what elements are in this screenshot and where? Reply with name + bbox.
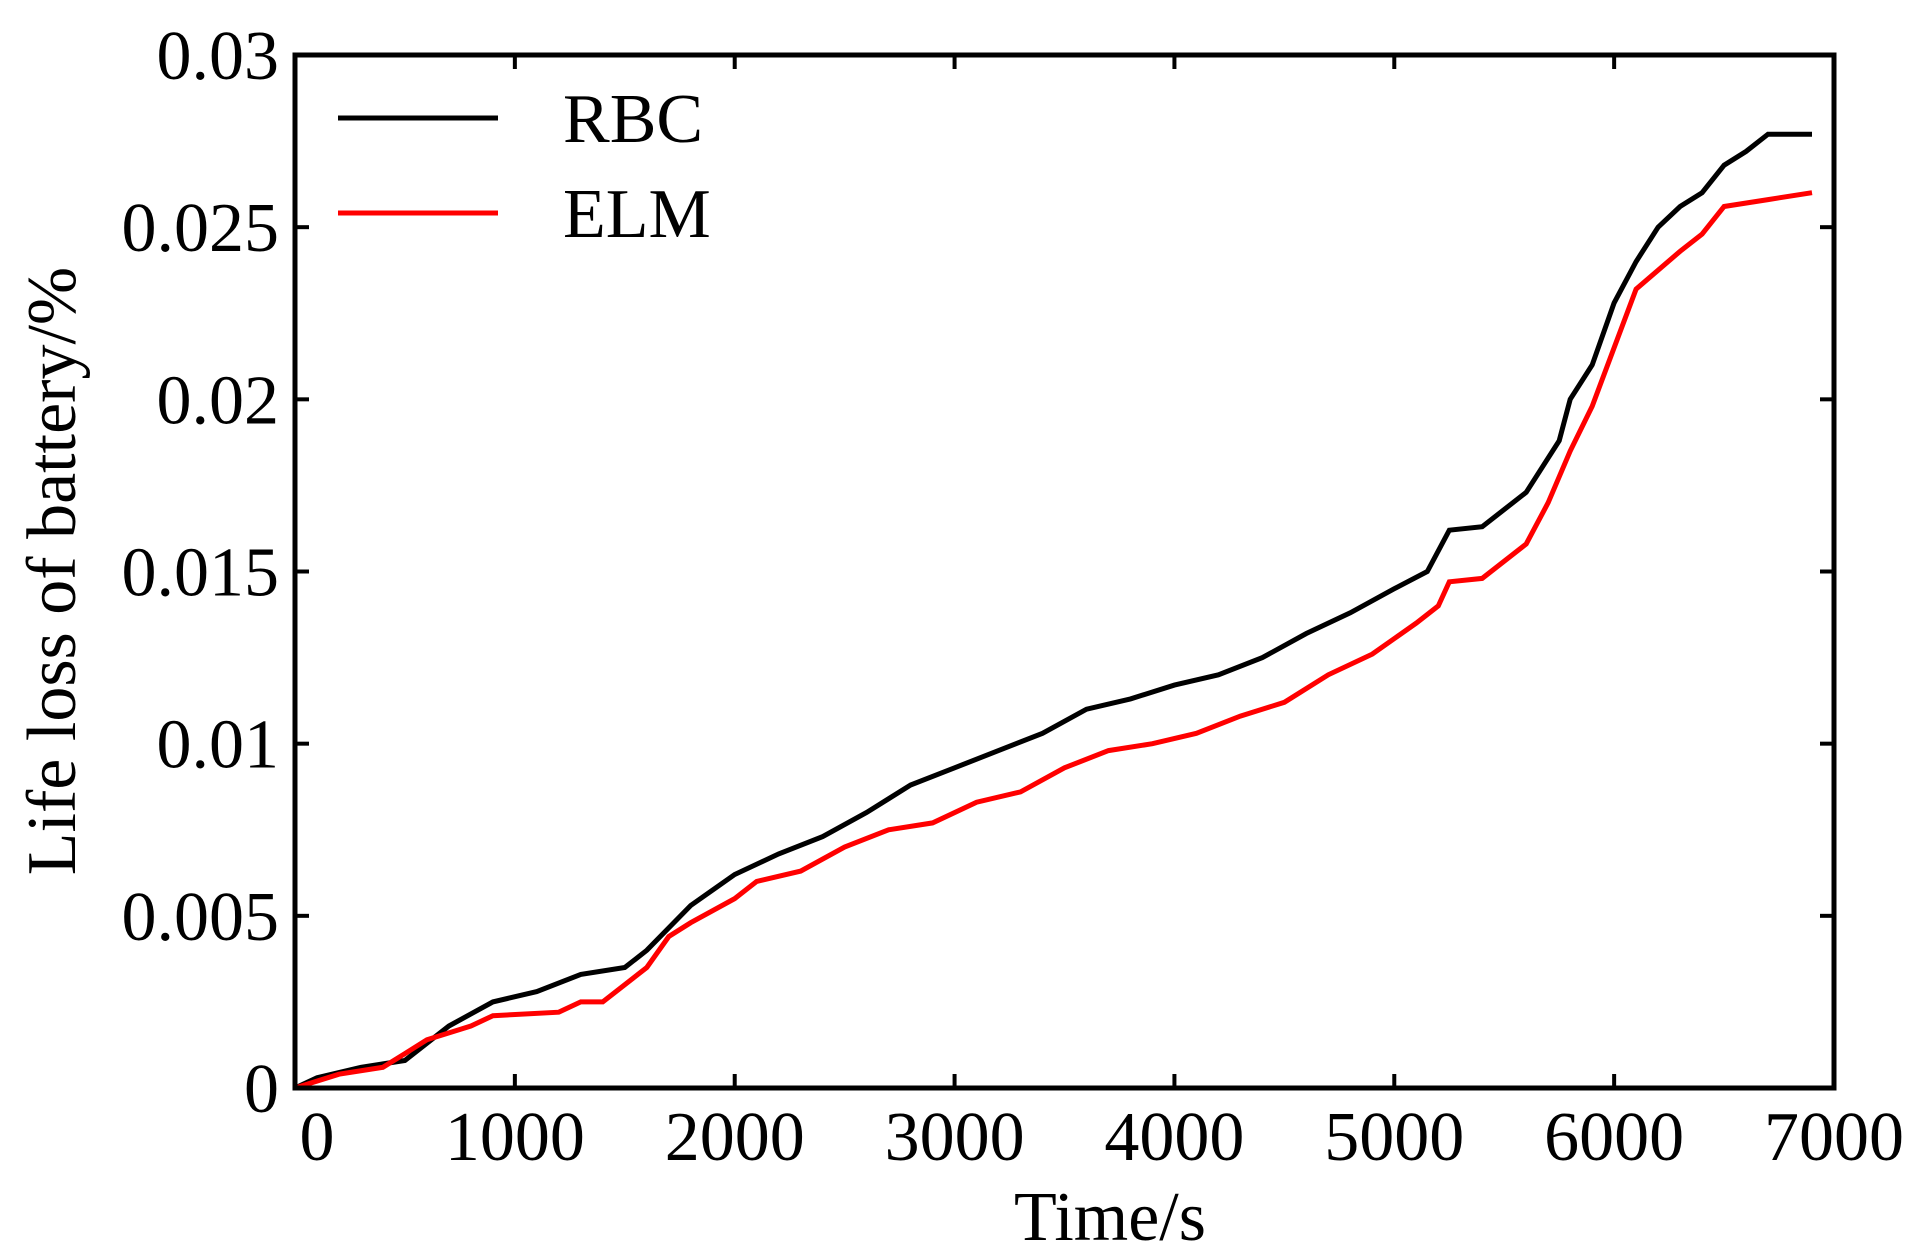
y-tick-label: 0 [244, 1051, 279, 1128]
x-tick-label: 4000 [1104, 1099, 1244, 1176]
y-axis-label: Life loss of battery/% [14, 267, 91, 875]
y-tick-label: 0.01 [157, 707, 280, 784]
y-tick-label: 0.015 [122, 535, 280, 612]
x-tick-label: 6000 [1544, 1099, 1684, 1176]
x-tick-label: 2000 [665, 1099, 805, 1176]
y-tick-label: 0.005 [122, 879, 280, 956]
x-axis-label: Time/s [1014, 1179, 1206, 1256]
plot-frame [292, 52, 1837, 1091]
x-tick-label: 0 [300, 1099, 335, 1176]
x-tick-label: 5000 [1324, 1099, 1464, 1176]
y-tick-label: 0.025 [122, 190, 280, 267]
x-tick-label: 3000 [885, 1099, 1025, 1176]
y-tick-label: 0.03 [157, 18, 280, 95]
series-line [294, 190, 1813, 1091]
x-tick-label: 7000 [1764, 1099, 1904, 1176]
y-tick-label: 0.02 [157, 362, 280, 439]
legend-label: ELM [563, 176, 711, 253]
legend-label: RBC [563, 81, 703, 158]
x-tick-label: 1000 [445, 1099, 585, 1176]
series-line [293, 131, 1812, 1091]
